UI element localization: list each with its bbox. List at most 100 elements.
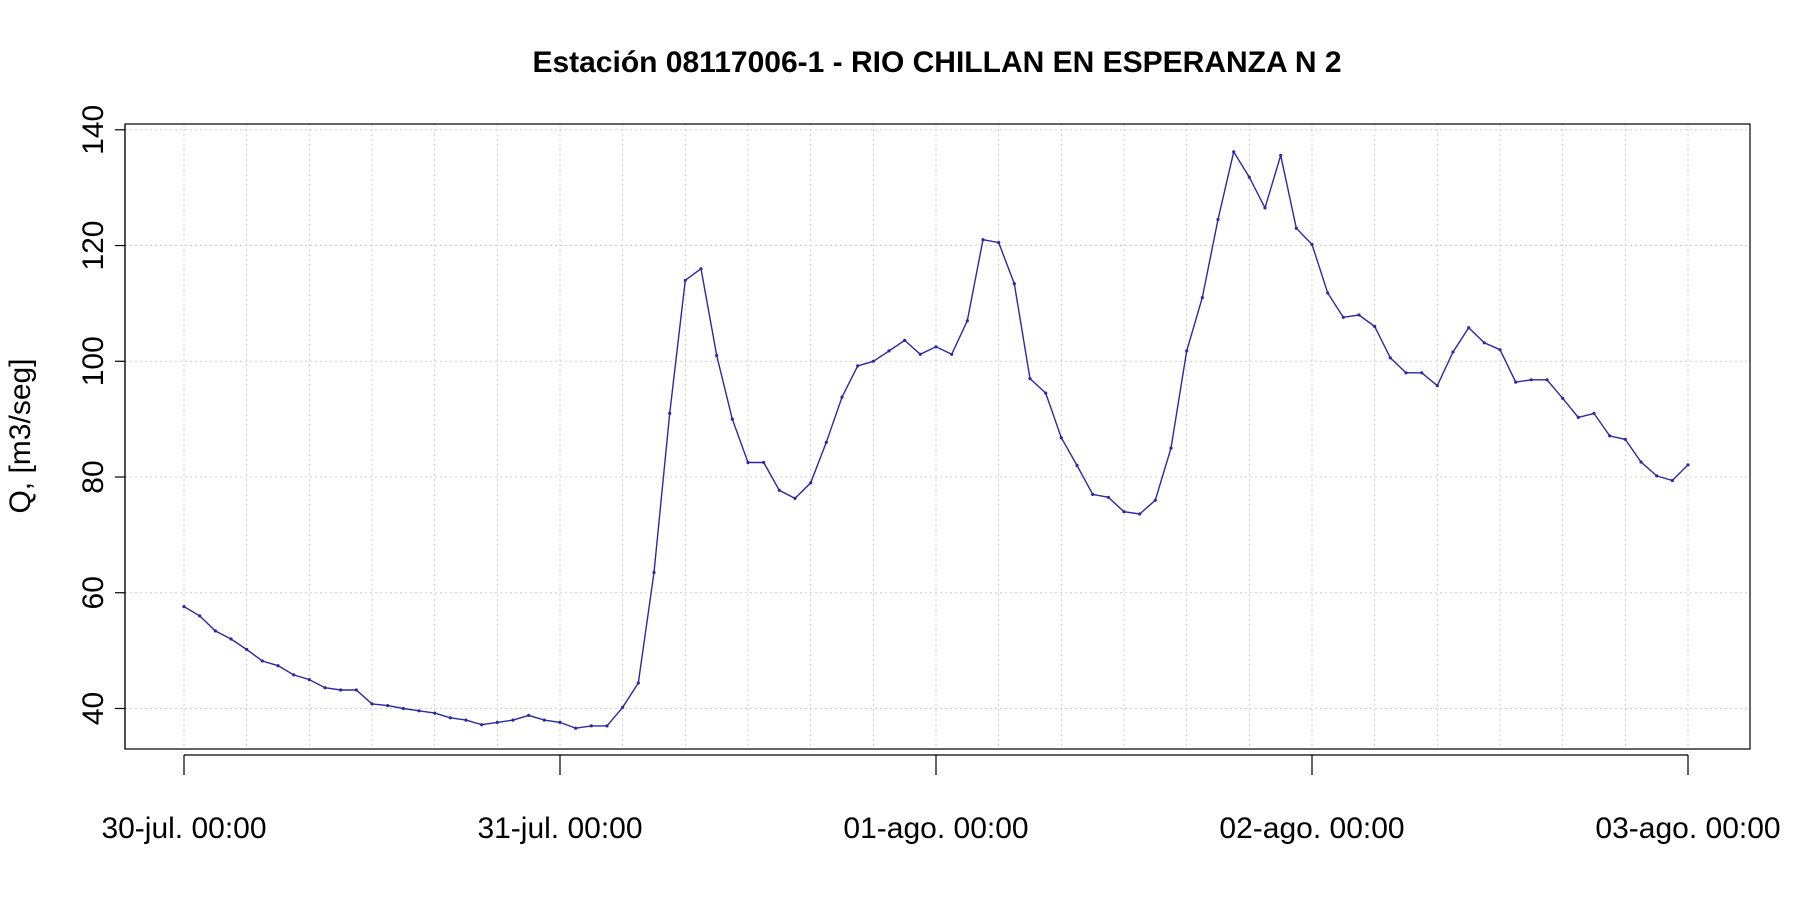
data-point [1106,495,1110,499]
data-point [1529,378,1533,382]
data-point [292,673,296,677]
data-point [793,496,797,500]
chart-title: Estación 08117006-1 - RIO CHILLAN EN ESP… [532,46,1341,79]
x-tick-label: 31-jul. 00:00 [477,812,642,845]
plot-area-frame [124,123,1751,750]
data-point [840,395,844,399]
data-point [636,681,640,685]
data-point [574,726,578,730]
x-tick-label: 01-ago. 00:00 [843,812,1028,845]
gridlines [125,124,1750,749]
data-point [1091,492,1095,496]
data-point [605,724,609,728]
y-axis: 40 60 80 100 120 140 [77,105,126,749]
data-point [1451,350,1455,354]
data-point [1608,434,1612,438]
data-point [1216,217,1220,222]
data-point [386,704,390,708]
data-point [182,605,186,609]
data-point [417,709,421,713]
data-point [730,417,734,421]
data-point [433,711,437,715]
data-point [1623,437,1627,441]
data-point [589,724,593,728]
y-tick-label: 60 [77,576,110,609]
data-point [621,705,625,709]
data-point [511,718,515,722]
data-point [1670,478,1674,483]
y-tick-label: 120 [77,220,110,270]
data-point [1294,226,1298,230]
data-point [762,460,766,465]
data-point [1310,242,1314,246]
data-point [276,664,280,668]
data-point [699,267,703,271]
data-point [1592,411,1596,415]
data-point [1655,474,1659,478]
data-point [1075,463,1079,467]
data-point [809,481,813,485]
data-point [339,688,343,692]
data-point [527,713,531,718]
data-point [777,488,781,492]
data-point [1044,391,1048,395]
data-point [1279,153,1283,157]
data-point [1185,349,1189,353]
data-point [652,570,656,575]
data-point [213,629,217,633]
data-point [1028,377,1032,381]
data-point [668,411,672,415]
data-point [1326,291,1330,295]
series-flow [182,149,1690,730]
data-point [1576,415,1580,419]
data-point [1514,380,1518,384]
data-point [1420,371,1424,375]
data-point [1247,175,1251,179]
data-point [683,278,687,282]
data-point [824,440,828,444]
data-point [1169,446,1173,450]
data-point [480,723,484,727]
y-tick-label: 40 [77,692,110,725]
data-point [1341,315,1345,319]
data-point [1388,356,1392,360]
data-point [1482,341,1486,345]
data-point [1012,282,1016,286]
data-point [229,637,233,641]
data-point [1357,313,1361,317]
data-point [871,359,875,363]
data-point [401,706,405,711]
data-point [464,718,468,722]
data-point [370,702,374,706]
data-point [934,345,938,349]
data-point [965,319,969,323]
data-point [558,720,562,725]
y-tick-label: 100 [77,336,110,386]
data-point [495,720,499,725]
y-axis-label: Q, [m3/seg] [4,358,37,513]
data-point [245,647,249,652]
data-point [1545,378,1549,382]
data-point [887,349,891,353]
data-point [1435,384,1439,388]
data-point [260,659,264,663]
data-point [903,338,907,342]
data-point [997,241,1001,245]
data-point [1122,510,1126,514]
data-point [307,678,311,682]
data-point [1138,512,1142,516]
data-point [1153,498,1157,502]
y-tick-label: 80 [77,460,110,493]
data-point [950,352,954,356]
x-tick-label: 30-jul. 00:00 [101,812,266,845]
data-point [1200,296,1204,300]
data-point [918,352,922,356]
x-tick-label: 03-ago. 00:00 [1595,812,1780,845]
data-point [1639,460,1643,464]
data-point [1373,324,1377,329]
data-point [1232,150,1236,154]
x-tick-label: 02-ago. 00:00 [1219,812,1404,845]
data-point [354,688,358,692]
